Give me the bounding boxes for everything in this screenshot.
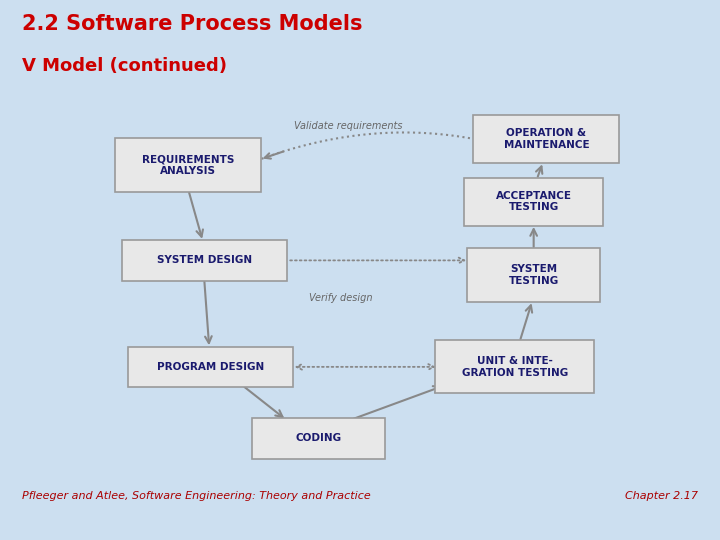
FancyBboxPatch shape (115, 138, 261, 192)
Text: Pfleeger and Atlee, Software Engineering: Theory and Practice: Pfleeger and Atlee, Software Engineering… (22, 491, 370, 502)
Text: ACCEPTANCE
TESTING: ACCEPTANCE TESTING (495, 191, 572, 212)
FancyBboxPatch shape (464, 178, 603, 226)
FancyBboxPatch shape (122, 240, 287, 281)
Text: PROGRAM DESIGN: PROGRAM DESIGN (157, 362, 264, 372)
Text: SYSTEM DESIGN: SYSTEM DESIGN (157, 255, 252, 265)
Text: CODING: CODING (295, 434, 341, 443)
FancyBboxPatch shape (467, 248, 600, 302)
Text: Validate requirements: Validate requirements (294, 121, 403, 131)
Text: SYSTEM
TESTING: SYSTEM TESTING (508, 264, 559, 286)
FancyBboxPatch shape (474, 116, 619, 163)
Text: Chapter 2.17: Chapter 2.17 (626, 491, 698, 502)
Text: V Model (continued): V Model (continued) (22, 57, 227, 75)
FancyBboxPatch shape (436, 340, 594, 394)
Text: REQUIREMENTS
ANALYSIS: REQUIREMENTS ANALYSIS (142, 154, 235, 176)
Text: Verify design: Verify design (309, 293, 372, 303)
Text: UNIT & INTE-
GRATION TESTING: UNIT & INTE- GRATION TESTING (462, 356, 568, 377)
FancyBboxPatch shape (128, 347, 293, 387)
Text: 2.2 Software Process Models: 2.2 Software Process Models (22, 14, 362, 33)
FancyBboxPatch shape (252, 418, 384, 458)
Text: OPERATION &
MAINTENANCE: OPERATION & MAINTENANCE (503, 129, 589, 150)
